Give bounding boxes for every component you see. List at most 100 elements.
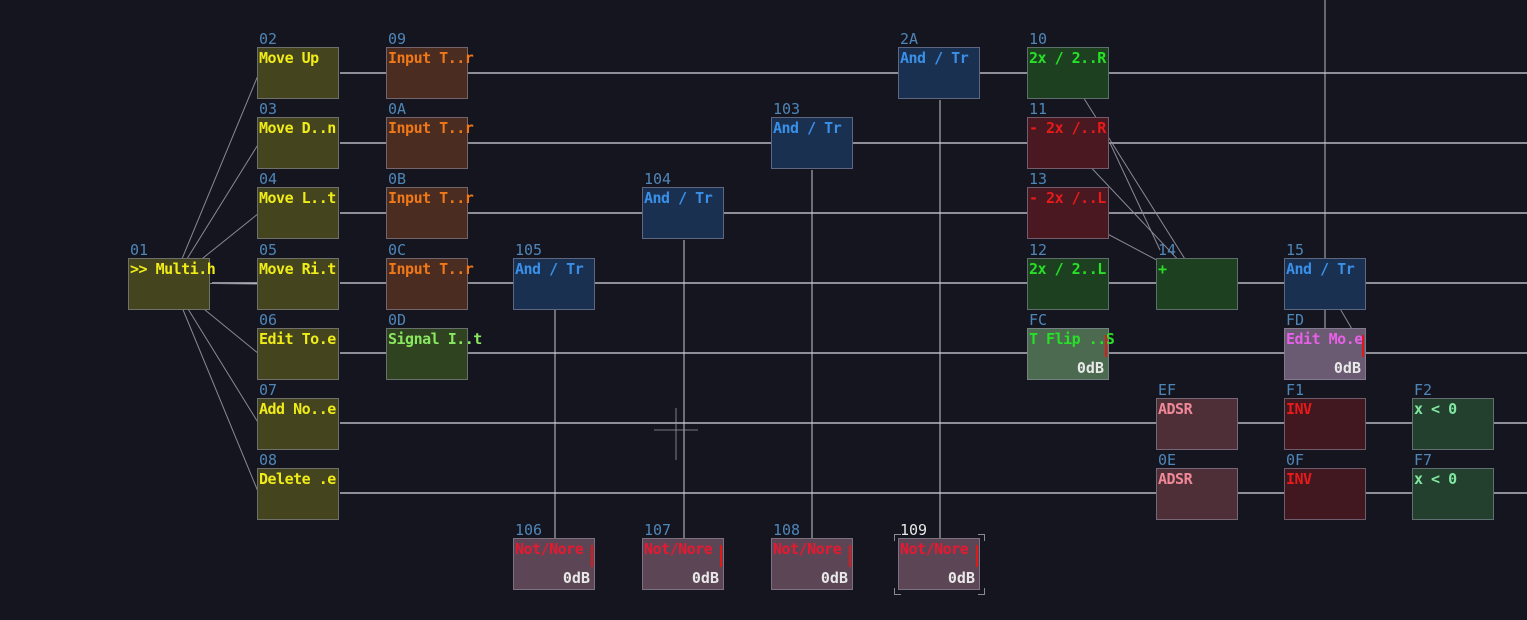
- level-meter: [1362, 335, 1364, 357]
- node-2a[interactable]: 2A And / Tr: [898, 47, 980, 99]
- node-id-label: 11: [1029, 101, 1047, 117]
- node-13[interactable]: 13- 2x /..L: [1027, 187, 1109, 239]
- node-0a[interactable]: 0A Input T..r: [386, 117, 468, 169]
- node-db-readout: 0dB: [821, 569, 848, 587]
- node-08[interactable]: 08 Delete .e: [257, 468, 339, 520]
- node-id-label: 02: [259, 31, 277, 47]
- node-id-label: FD: [1286, 312, 1304, 328]
- node-label: Input T..r: [388, 261, 473, 278]
- node-0c[interactable]: 0C Input T..r: [386, 258, 468, 310]
- node-id-label: 12: [1029, 242, 1047, 258]
- node-label: Input T..r: [388, 120, 473, 137]
- selection-corner: [978, 534, 985, 541]
- node-id-label: 07: [259, 382, 277, 398]
- node-label: >> Multi.h: [130, 261, 215, 278]
- node-106[interactable]: 106 Not/Nore 0dB: [513, 538, 595, 590]
- node-id-label: 103: [773, 101, 800, 117]
- wire: [172, 283, 259, 494]
- node-10[interactable]: 10 2x / 2..R: [1027, 47, 1109, 99]
- node-0d[interactable]: 0D Signal I..t: [386, 328, 468, 380]
- level-meter: [720, 545, 722, 567]
- node-label: Move Ri.t: [259, 261, 336, 278]
- node-id-label: 107: [644, 522, 671, 538]
- node-fd[interactable]: FD Edit Mo.e 0dB: [1284, 328, 1366, 380]
- node-label: Not/Nore: [773, 541, 841, 558]
- node-label: Move D..n: [259, 120, 336, 137]
- node-05[interactable]: 05 Move Ri.t: [257, 258, 339, 310]
- node-id-label: 0E: [1158, 452, 1176, 468]
- node-label: Signal I..t: [388, 331, 482, 348]
- node-fc[interactable]: FC T Flip ..S 0dB: [1027, 328, 1109, 380]
- node-id-label: 2A: [900, 31, 918, 47]
- node-id-label: EF: [1158, 382, 1176, 398]
- node-id-label: 0C: [388, 242, 406, 258]
- node-f1[interactable]: F1 INV: [1284, 398, 1366, 450]
- node-label: +: [1158, 261, 1167, 278]
- node-108[interactable]: 108 Not/Nore 0dB: [771, 538, 853, 590]
- node-104[interactable]: 104 And / Tr: [642, 187, 724, 239]
- node-01[interactable]: 01 >> Multi.h: [128, 258, 210, 310]
- node-id-label: 104: [644, 171, 671, 187]
- node-f2[interactable]: F2 x < 0: [1412, 398, 1494, 450]
- node-label: T Flip ..S: [1029, 331, 1114, 348]
- node-id-label: 04: [259, 171, 277, 187]
- level-meter: [976, 545, 978, 567]
- node-label: And / Tr: [515, 261, 583, 278]
- node-ef[interactable]: EF ADSR: [1156, 398, 1238, 450]
- wire: [172, 73, 259, 283]
- node-14[interactable]: 14 +: [1156, 258, 1238, 310]
- node-04[interactable]: 04 Move L..t: [257, 187, 339, 239]
- node-db-readout: 0dB: [1077, 359, 1104, 377]
- node-label: Move Up: [259, 50, 319, 67]
- node-id-label: 109: [900, 522, 927, 538]
- level-meter: [849, 545, 851, 567]
- node-03[interactable]: 03 Move D..n: [257, 117, 339, 169]
- node-id-label: 08: [259, 452, 277, 468]
- node-105[interactable]: 105 And / Tr: [513, 258, 595, 310]
- node-db-readout: 0dB: [692, 569, 719, 587]
- node-label: 2x / 2..R: [1029, 50, 1106, 67]
- node-02[interactable]: 02 Move Up: [257, 47, 339, 99]
- node-0f[interactable]: 0F INV: [1284, 468, 1366, 520]
- node-12[interactable]: 12 2x / 2..L: [1027, 258, 1109, 310]
- node-db-readout: 0dB: [563, 569, 590, 587]
- node-label: Edit To.e: [259, 331, 336, 348]
- node-db-readout: 0dB: [1334, 359, 1361, 377]
- node-id-label: 03: [259, 101, 277, 117]
- node-label: And / Tr: [900, 50, 968, 67]
- node-15[interactable]: 15 And / Tr: [1284, 258, 1366, 310]
- node-id-label: F2: [1414, 382, 1432, 398]
- node-11[interactable]: 11- 2x /..R: [1027, 117, 1109, 169]
- node-label: And / Tr: [773, 120, 841, 137]
- node-id-label: 05: [259, 242, 277, 258]
- node-0b[interactable]: 0B Input T..r: [386, 187, 468, 239]
- node-id-label: 01: [130, 242, 148, 258]
- node-label: 2x / 2..L: [1029, 261, 1106, 278]
- selection-corner: [894, 588, 901, 595]
- node-id-label: 10: [1029, 31, 1047, 47]
- node-id-label: 06: [259, 312, 277, 328]
- node-label: INV: [1286, 471, 1312, 488]
- node-label: Not/Nore: [900, 541, 968, 558]
- node-id-label: 15: [1286, 242, 1304, 258]
- node-0e[interactable]: 0E ADSR: [1156, 468, 1238, 520]
- node-label: Not/Nore: [644, 541, 712, 558]
- node-id-label: 106: [515, 522, 542, 538]
- node-f7[interactable]: F7 x < 0: [1412, 468, 1494, 520]
- node-107[interactable]: 107 Not/Nore 0dB: [642, 538, 724, 590]
- node-id-label: F7: [1414, 452, 1432, 468]
- node-id-label: F1: [1286, 382, 1304, 398]
- selection-corner: [894, 534, 901, 541]
- node-label: Move L..t: [259, 190, 336, 207]
- node-label: Edit Mo.e: [1286, 331, 1363, 348]
- node-id-label: 0F: [1286, 452, 1304, 468]
- node-label: Input T..r: [388, 50, 473, 67]
- node-06[interactable]: 06 Edit To.e: [257, 328, 339, 380]
- node-id-label: 0D: [388, 312, 406, 328]
- node-103[interactable]: 103 And / Tr: [771, 117, 853, 169]
- node-09[interactable]: 09 Input T..r: [386, 47, 468, 99]
- node-label: And / Tr: [1286, 261, 1354, 278]
- node-109[interactable]: 109 Not/Nore 0dB: [898, 538, 980, 590]
- node-07[interactable]: 07 Add No..e: [257, 398, 339, 450]
